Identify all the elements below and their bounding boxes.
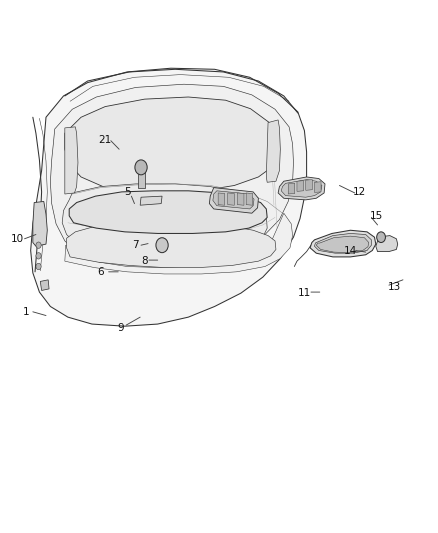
Circle shape (36, 242, 41, 248)
Polygon shape (314, 182, 321, 192)
Polygon shape (306, 180, 312, 190)
Polygon shape (316, 236, 369, 253)
Circle shape (36, 263, 41, 270)
Circle shape (135, 160, 147, 175)
Text: 14: 14 (344, 246, 357, 255)
Polygon shape (65, 213, 293, 274)
Polygon shape (65, 127, 78, 194)
Polygon shape (31, 68, 307, 326)
Text: 5: 5 (124, 187, 131, 197)
Polygon shape (138, 171, 145, 188)
Circle shape (156, 238, 168, 253)
Text: 11: 11 (298, 288, 311, 298)
Text: 21: 21 (99, 135, 112, 144)
Polygon shape (297, 181, 304, 191)
Polygon shape (40, 280, 49, 290)
Polygon shape (69, 191, 267, 233)
Polygon shape (50, 84, 293, 269)
Text: 10: 10 (11, 234, 24, 244)
Polygon shape (314, 233, 371, 253)
Polygon shape (67, 222, 276, 268)
Text: 1: 1 (23, 307, 30, 317)
Text: 6: 6 (97, 267, 104, 277)
Text: 15: 15 (370, 211, 383, 221)
Polygon shape (376, 236, 398, 252)
Polygon shape (213, 191, 254, 209)
Polygon shape (65, 97, 279, 193)
Polygon shape (218, 193, 225, 205)
Polygon shape (310, 230, 376, 257)
Polygon shape (237, 193, 244, 205)
Polygon shape (246, 193, 253, 205)
Text: 8: 8 (141, 256, 148, 266)
Polygon shape (281, 180, 322, 197)
Text: 13: 13 (388, 282, 401, 292)
Polygon shape (33, 201, 47, 246)
Polygon shape (228, 193, 234, 205)
Polygon shape (140, 196, 162, 205)
Polygon shape (266, 120, 280, 182)
Polygon shape (62, 184, 267, 261)
Circle shape (377, 232, 385, 243)
Circle shape (36, 253, 41, 259)
Polygon shape (288, 183, 295, 194)
Text: 12: 12 (353, 187, 366, 197)
Polygon shape (278, 177, 325, 200)
Text: 9: 9 (117, 323, 124, 333)
Polygon shape (209, 188, 258, 213)
Text: 7: 7 (132, 240, 139, 250)
